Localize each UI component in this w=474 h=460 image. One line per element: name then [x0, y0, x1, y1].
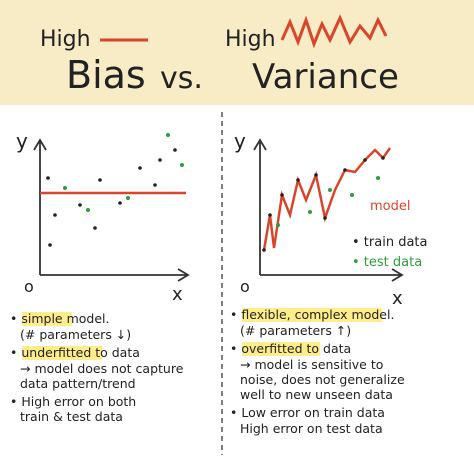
note-line: • Low error on train data	[230, 405, 385, 420]
test-label: • test data	[352, 255, 422, 270]
header-right-small: High	[225, 27, 276, 52]
right-x-label: x	[392, 288, 403, 309]
note-line: train & test data	[20, 409, 123, 424]
zigzag	[280, 14, 388, 49]
left-axes	[33, 138, 190, 282]
header-right-big: Variance	[252, 57, 399, 97]
header-left-small: High	[40, 27, 91, 52]
note-line: → model is sensitive to	[240, 357, 383, 372]
right-axes	[253, 138, 404, 282]
note-line: well to new unseen data	[240, 387, 393, 402]
train-label: • train data	[352, 235, 427, 250]
note-line: noise, does not generalize	[240, 372, 405, 387]
right-model-curve	[262, 147, 392, 251]
model-label: model	[370, 199, 410, 214]
note-line: • simple model.	[10, 311, 109, 326]
highlight	[242, 342, 320, 356]
right-y-label: y	[234, 129, 246, 153]
note-line: • flexible, complex model.	[230, 307, 394, 322]
header-left-big: Bias	[66, 53, 146, 97]
right-test-points	[276, 176, 380, 227]
note-line: (# parameters ↓)	[20, 327, 131, 342]
left-x-label: x	[172, 284, 183, 305]
left-test-points	[63, 133, 184, 212]
note-line: → model does not capture	[20, 361, 184, 376]
header-vs: vs.	[160, 61, 203, 96]
right-origin: o	[240, 277, 250, 296]
highlight	[22, 312, 72, 326]
highlight	[22, 346, 102, 360]
note-line: High error on test data	[240, 421, 383, 436]
header-band	[0, 0, 474, 105]
note-line: • High error on both	[10, 394, 136, 409]
left-notes: • simple model.(# parameters ↓) • underfi…	[10, 311, 184, 424]
right-notes: • flexible, complex model.(# parameters …	[230, 307, 405, 436]
note-line: (# parameters ↑)	[240, 323, 351, 338]
note-line: data pattern/trend	[20, 376, 136, 391]
left-origin: o	[24, 277, 34, 296]
right-train-points	[262, 156, 385, 252]
note-line: • underfitted to data	[10, 345, 140, 360]
highlight	[242, 308, 382, 322]
note-line: • overfitted to data	[230, 341, 351, 356]
left-train-points	[46, 148, 177, 247]
left-y-label: y	[16, 129, 28, 153]
